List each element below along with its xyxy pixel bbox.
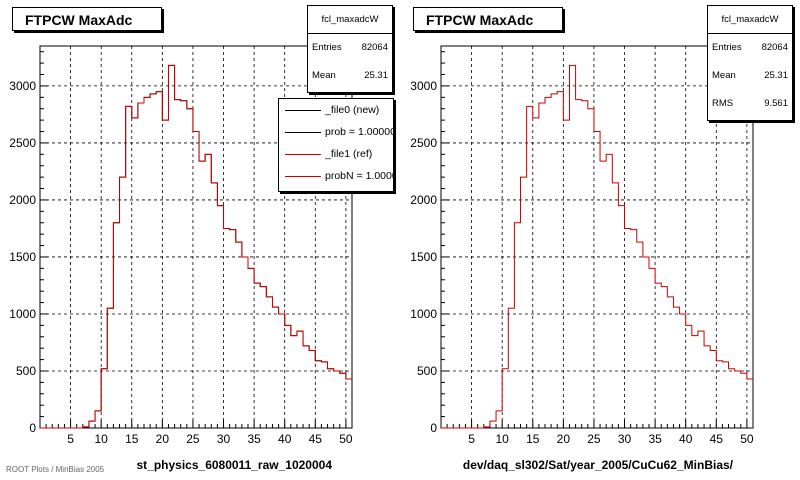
left-series-1-histogram	[40, 64, 352, 429]
footer-text: ROOT Plots / MinBias 2005	[6, 465, 105, 474]
left-ytick-label-500: 500	[16, 364, 36, 378]
left-stats-mean-value: 25.31	[364, 70, 388, 81]
right-stats-mean-label: Mean	[712, 70, 736, 81]
right-xtick-label-45: 45	[710, 432, 724, 446]
right-stats-entries-value: 82064	[761, 42, 788, 53]
right-ytick-label-1500: 1500	[410, 250, 437, 264]
right-stats-rms-label: RMS	[712, 98, 734, 109]
left-xtick-label-45: 45	[309, 432, 323, 446]
left-stats-mean-label: Mean	[312, 70, 336, 81]
right-xtick-label-40: 40	[679, 432, 693, 446]
left-ytick-label-2500: 2500	[9, 136, 36, 150]
right-xtick-label-30: 30	[618, 432, 632, 446]
left-xtick-label-15: 15	[125, 432, 139, 446]
left-stats-entries-value: 82064	[361, 42, 388, 53]
right-stats-box: fcl_maxadcW Entries 82064 Mean 25.31 RMS…	[707, 5, 793, 121]
left-stats-entries-label: Entries	[312, 42, 342, 53]
right-stats-mean-row: Mean 25.31	[708, 62, 792, 90]
right-stats-mean-value: 25.31	[764, 70, 788, 81]
legend-label-file1: _file1 (ref)	[325, 148, 373, 160]
right-stats-entries-row: Entries 82064	[708, 34, 792, 62]
left-stats-box: fcl_maxadcW Entries 82064 Mean 25.31	[307, 5, 393, 93]
right-series-0-histogram	[441, 64, 753, 429]
right-plot-title: FTPCW MaxAdc	[413, 7, 563, 31]
left-ytick-label-2000: 2000	[9, 193, 36, 207]
right-xtick-label-50: 50	[740, 432, 754, 446]
right-ytick-label-2500: 2500	[410, 136, 437, 150]
right-stats-rms-value: 9.561	[764, 98, 788, 109]
legend-entry-file1: _file1 (ref)	[279, 143, 393, 165]
right-xtick-label-35: 35	[648, 432, 662, 446]
legend-line-file0	[285, 110, 321, 111]
legend-line-prob	[285, 132, 321, 133]
right-plot-frame	[440, 45, 754, 429]
left-ytick-label-1000: 1000	[9, 307, 36, 321]
right-xtick-label-10: 10	[495, 432, 509, 446]
right-stats-rms-row: RMS 9.561	[708, 90, 792, 118]
legend-line-file1	[285, 154, 321, 155]
left-stats-mean-row: Mean 25.31	[308, 62, 392, 90]
left-stats-entries-row: Entries 82064	[308, 34, 392, 62]
legend-label-prob: prob = 1.000000	[325, 126, 393, 138]
legend-entry-prob: prob = 1.000000	[279, 121, 393, 143]
left-xtick-label-35: 35	[247, 432, 261, 446]
left-ytick-label-0: 0	[29, 421, 36, 435]
right-ytick-label-3000: 3000	[410, 79, 437, 93]
legend-entry-file0: _file0 (new)	[279, 99, 393, 121]
right-xtick-label-5: 5	[468, 432, 475, 446]
left-xtick-label-30: 30	[217, 432, 231, 446]
left-xtick-label-40: 40	[278, 432, 292, 446]
left-xtick-label-10: 10	[94, 432, 108, 446]
legend-label-probn: probN = 1.000000	[325, 170, 393, 182]
left-stats-name: fcl_maxadcW	[308, 6, 392, 34]
right-ytick-label-0: 0	[430, 421, 437, 435]
right-ytick-label-500: 500	[417, 364, 437, 378]
left-ytick-label-3000: 3000	[9, 79, 36, 93]
right-x-axis-label: dev/daq_sl302/Sat/year_2005/CuCu62_MinBi…	[463, 458, 734, 472]
left-x-axis-label: st_physics_6080011_raw_1020004	[136, 458, 332, 472]
right-ytick-label-2000: 2000	[410, 193, 437, 207]
left-ytick-label-1500: 1500	[9, 250, 36, 264]
legend-entry-probn: probN = 1.000000	[279, 165, 393, 187]
right-stats-name: fcl_maxadcW	[708, 6, 792, 34]
left-xtick-label-5: 5	[67, 432, 74, 446]
left-xtick-label-25: 25	[186, 432, 200, 446]
legend-line-probn	[285, 176, 321, 177]
left-xtick-label-20: 20	[156, 432, 170, 446]
right-xtick-label-25: 25	[587, 432, 601, 446]
right-xtick-label-20: 20	[557, 432, 571, 446]
left-legend: _file0 (new) prob = 1.000000 _file1 (ref…	[278, 98, 394, 192]
right-ytick-label-1000: 1000	[410, 307, 437, 321]
right-xtick-label-15: 15	[526, 432, 540, 446]
legend-label-file0: _file0 (new)	[325, 104, 380, 116]
right-stats-entries-label: Entries	[712, 42, 742, 53]
left-xtick-label-50: 50	[339, 432, 353, 446]
left-plot-title: FTPCW MaxAdc	[12, 7, 162, 31]
